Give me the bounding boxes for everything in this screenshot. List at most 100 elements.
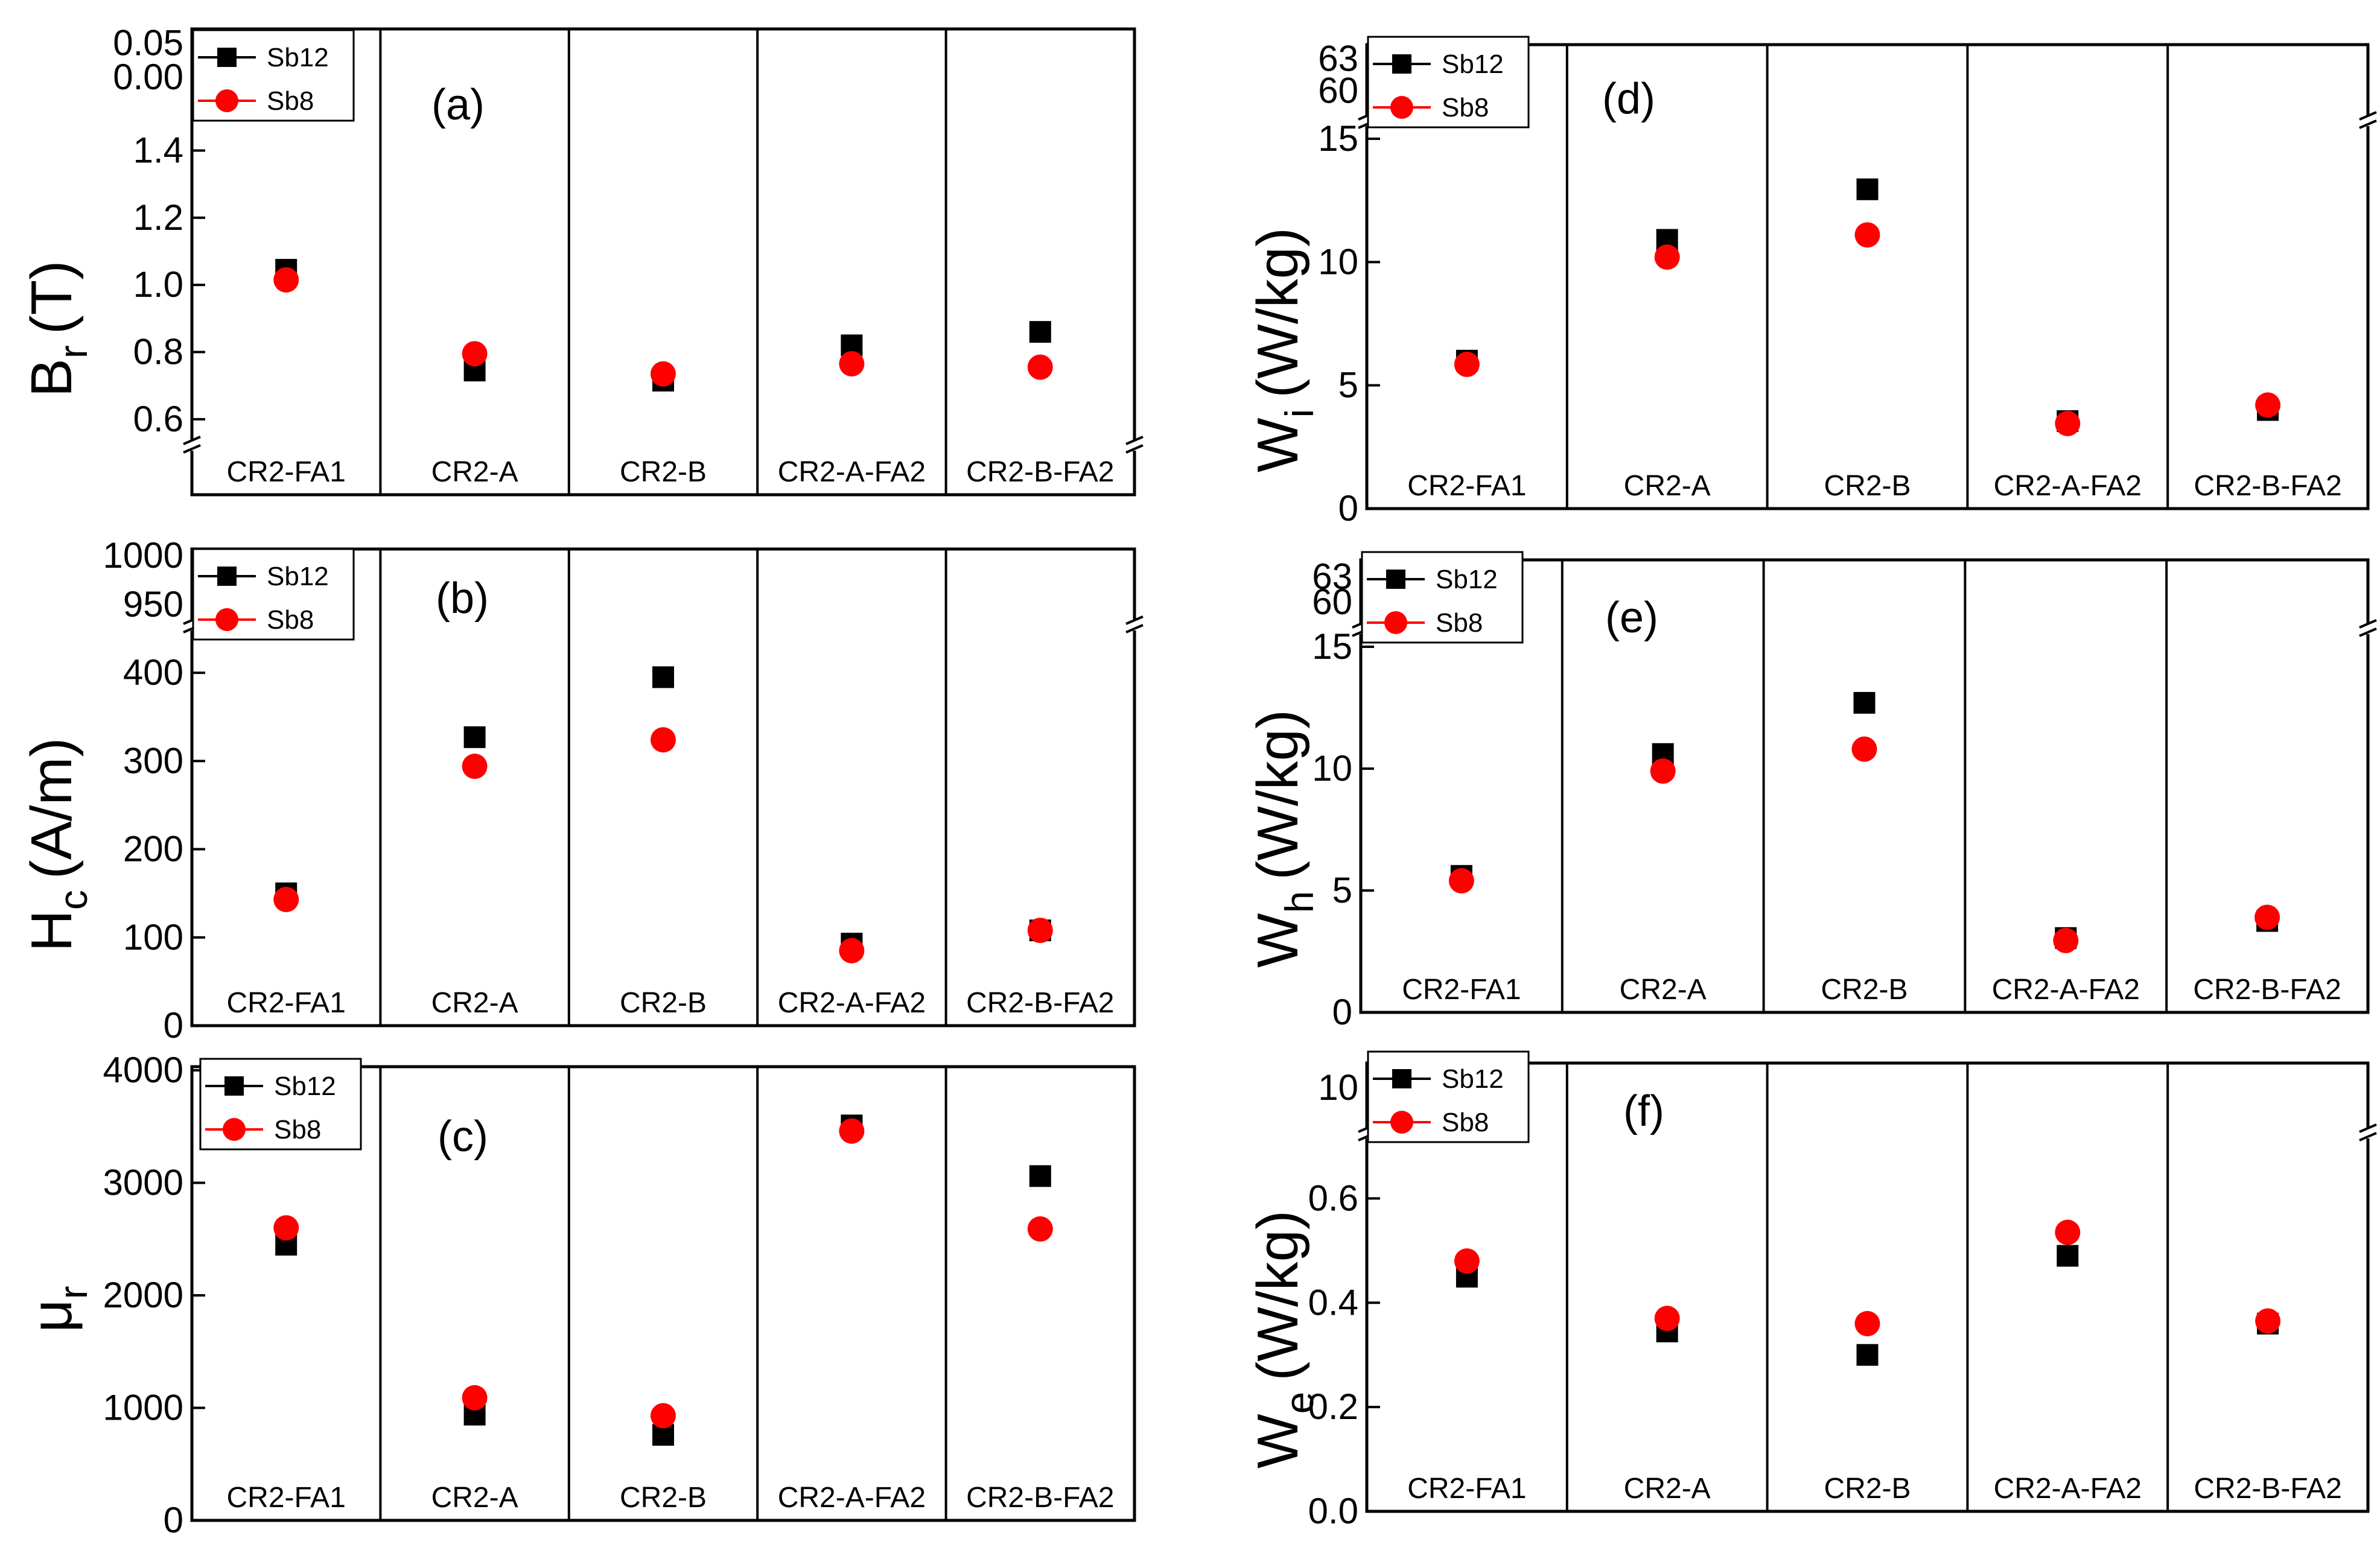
y-tick-label-break: 0.05 (113, 22, 183, 63)
chart-panel-c: CR2-FA1 CR2-A CR2-B CR2-A-FA2 CR2-B-FA2 0 1000… (19, 1050, 1136, 1540)
legend: Sb12 Sb8 (1367, 36, 1530, 129)
y-axis-subscript: h (1277, 891, 1322, 913)
category-label: CR2-FA1 (1402, 974, 1521, 1006)
y-tick-label: 0 (164, 1500, 183, 1540)
y-tick-label-break: 1000 (103, 535, 183, 576)
category-label: CR2-B-FA2 (2194, 1473, 2341, 1505)
y-tick-label: 400 (123, 652, 183, 693)
category-label: CR2-FA1 (227, 987, 346, 1019)
data-point-sb8 (1851, 736, 1877, 762)
y-axis-label: Wh (W/kg) (1246, 710, 1322, 968)
data-point-sb8 (1027, 1216, 1053, 1242)
legend-marker-square (217, 567, 237, 586)
y-tick-label: 0 (1332, 992, 1352, 1032)
category-label: CR2-A-FA2 (778, 456, 926, 488)
legend-label: Sb12 (267, 43, 329, 72)
legend: Sb12 Sb8 (1367, 1050, 1530, 1143)
y-axis-symbol: μ (19, 1299, 84, 1332)
chart-panel-b: CR2-FA1 CR2-A CR2-B CR2-A-FA2 CR2-B-FA2 0 100 2… (19, 535, 1144, 1046)
data-point-sb12 (1856, 1344, 1879, 1366)
legend-marker-square (217, 48, 237, 67)
data-point-sb8 (651, 1403, 676, 1429)
legend-marker-circle (1390, 1111, 1413, 1134)
data-point-sb8 (651, 361, 676, 387)
y-axis-label: μr (19, 1286, 95, 1332)
data-point-sb12 (1029, 321, 1051, 343)
data-point-sb8 (1027, 354, 1053, 380)
category-label: CR2-FA1 (227, 1482, 346, 1514)
y-tick-label: 200 (123, 829, 183, 869)
category-label: CR2-A (431, 1482, 518, 1514)
data-point-sb8 (1854, 1310, 1880, 1336)
y-tick-label: 0.2 (1308, 1386, 1358, 1427)
axis-break-mark (1125, 436, 1144, 445)
y-tick-label: 0.8 (133, 332, 183, 372)
category-label: CR2-B (1821, 974, 1908, 1006)
data-point-sb8 (839, 1118, 865, 1144)
legend-marker-circle (1390, 96, 1413, 119)
y-axis-symbol: W (1246, 913, 1310, 968)
legend-marker-circle (215, 608, 238, 631)
legend-label: Sb12 (1442, 1064, 1504, 1094)
legend-label: Sb8 (1442, 1108, 1489, 1137)
legend: Sb12 Sb8 (192, 548, 355, 641)
y-tick-label: 1.2 (133, 197, 183, 238)
legend-marker-square (1392, 54, 1411, 74)
data-point-sb8 (1650, 758, 1676, 784)
legend: Sb12 Sb8 (192, 29, 355, 122)
data-point-sb8 (462, 754, 488, 780)
axis-break-mark (2359, 627, 2377, 637)
category-label: CR2-A-FA2 (1994, 470, 2142, 502)
y-axis-symbol: H (19, 910, 84, 951)
y-tick-label-break: 950 (123, 584, 183, 624)
y-tick-label: 100 (123, 917, 183, 957)
data-point-sb12 (1029, 1165, 1051, 1187)
category-label: CR2-B-FA2 (2193, 974, 2341, 1006)
y-tick-label: 0 (1338, 488, 1358, 529)
y-tick-label-break: 0.00 (113, 57, 183, 97)
axis-break-mark (1125, 624, 1144, 633)
y-tick-label: 1.4 (133, 130, 183, 171)
plot-frame (190, 547, 1136, 1027)
axis-break-mark (183, 444, 201, 454)
y-axis-symbol: W (1246, 418, 1310, 472)
axis-break-mark (1125, 444, 1144, 454)
y-tick-label: 300 (123, 740, 183, 781)
legend-label: Sb12 (1436, 565, 1498, 594)
data-point-sb8 (1454, 351, 1480, 377)
y-tick-label: 0.4 (1308, 1282, 1358, 1322)
y-tick-label-break: 63 (1312, 556, 1352, 597)
y-axis-label: Wi (W/kg) (1246, 227, 1322, 472)
y-axis-label: Hc (A/m) (19, 738, 95, 952)
y-axis-symbol: W (1246, 1414, 1310, 1469)
y-tick-label: 15 (1318, 118, 1358, 159)
legend-marker-square (1386, 570, 1405, 589)
category-label: CR2-B-FA2 (966, 987, 1114, 1019)
legend-marker-circle (215, 89, 238, 112)
category-label: CR2-A (1620, 974, 1707, 1006)
plot-frame (190, 27, 1136, 497)
chart-panel-f: CR2-FA1 CR2-A CR2-B CR2-A-FA2 CR2-B-FA2 0.0 0.… (1246, 1050, 2377, 1531)
panel-label: (e) (1605, 594, 1658, 642)
y-tick-label: 0.0 (1308, 1491, 1358, 1531)
panel-label: (a) (431, 81, 485, 129)
data-point-sb8 (2053, 927, 2079, 953)
y-tick-label: 15 (1312, 626, 1352, 667)
y-tick-label-break: 60 (1318, 70, 1358, 110)
chart-panel-e: CR2-FA1 CR2-A CR2-B CR2-A-FA2 CR2-B-FA2 0 5 10 1… (1246, 551, 2377, 1032)
data-point-sb8 (2254, 904, 2280, 930)
data-point-sb12 (2057, 1245, 2079, 1267)
axis-break-mark (2359, 111, 2377, 121)
legend: Sb12 Sb8 (199, 1058, 362, 1151)
y-tick-label: 0.6 (1308, 1178, 1358, 1218)
y-tick-label: 0 (164, 1005, 183, 1046)
category-label: CR2-A-FA2 (778, 1482, 926, 1514)
y-axis-subscript: r (51, 345, 95, 358)
axis-break-mark (183, 436, 201, 445)
category-label: CR2-A-FA2 (1992, 974, 2140, 1006)
axis-break-mark (2359, 119, 2377, 129)
data-point-sb8 (462, 341, 488, 367)
panel-label: (c) (438, 1113, 488, 1161)
y-tick-label: 1.0 (133, 264, 183, 305)
